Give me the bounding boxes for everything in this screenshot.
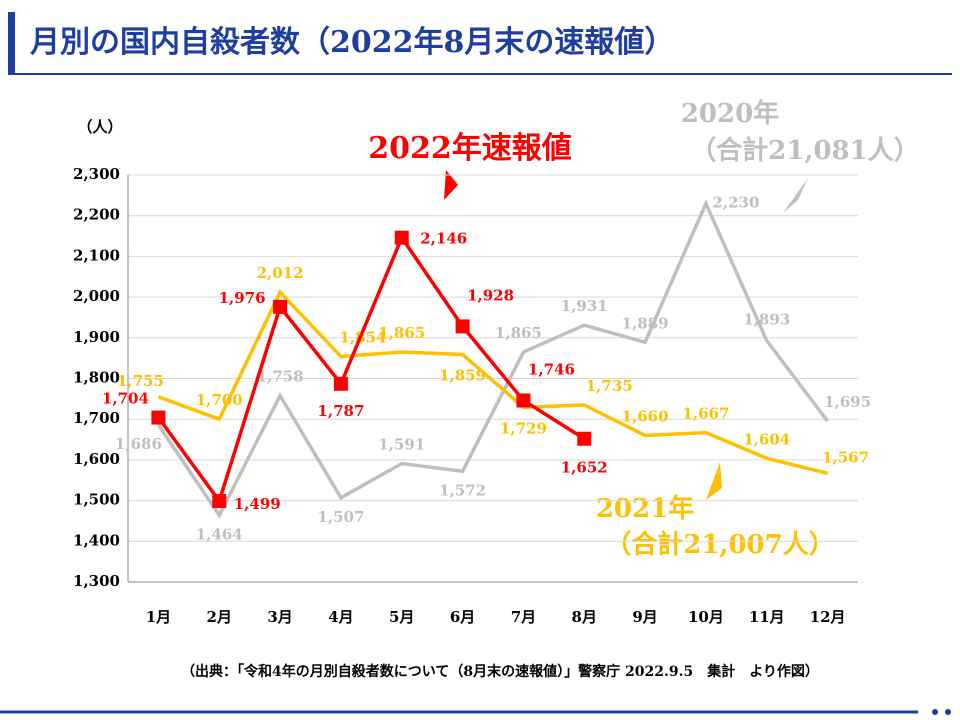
chart-title: 月別の国内自殺者数（2022年8月末の速報値） [30,25,674,60]
y-tick-label: 1,600 [73,450,120,468]
title-bar [8,12,15,74]
x-tick-label: 8月 [572,608,597,626]
value-label: 1,704 [102,390,149,408]
x-tick-label: 10月 [688,608,724,626]
value-label: 1,464 [196,525,243,543]
x-tick-label: 4月 [328,608,353,626]
value-label: 1,928 [467,286,514,304]
x-tick-label: 3月 [267,608,292,626]
y-tick-label: 1,700 [73,409,120,427]
series-total: （合計21,007人） [605,529,835,560]
series-label: 2020年 [681,98,779,129]
point-marker [394,230,409,245]
series-line [157,234,586,505]
point-marker [212,494,227,509]
y-tick-label: 1,800 [73,369,120,387]
value-label: 1,700 [196,391,243,409]
value-label: 1,572 [439,481,486,499]
x-tick-label: 5月 [389,608,414,626]
value-label: 1,729 [500,419,547,437]
point-marker [455,319,470,334]
value-label: 1,859 [439,366,486,384]
point-marker [333,376,348,391]
point-marker [516,393,531,408]
value-label: 1,746 [528,360,575,378]
x-tick-label: 11月 [749,608,785,626]
value-label: 1,865 [378,324,425,342]
value-label: 1,591 [378,436,425,454]
value-label: 1,931 [561,297,608,315]
y-tick-label: 1,300 [73,572,120,590]
series-line [156,199,829,519]
y-tick-label: 2,300 [73,165,120,183]
x-tick-label: 1月 [146,608,171,626]
source-note: （出典：「令和4年の月別自殺者数について（8月末の速報値）」警察庁 2022.9… [181,663,819,680]
point-marker [273,299,288,314]
value-label: 1,499 [234,495,281,513]
value-label: 2,230 [712,193,759,211]
value-label: 1,865 [495,324,542,342]
value-label: 2,146 [420,230,467,248]
value-label: 1,755 [117,372,164,390]
footer-dot [932,709,938,715]
value-label: 1,686 [115,435,162,453]
value-label: 1,893 [743,311,790,329]
footer-dot [945,709,951,715]
value-label: 1,758 [257,368,304,386]
y-tick-label: 1,500 [73,491,120,509]
value-label: 1,660 [622,407,669,425]
callout-arrow [706,462,722,500]
callout-arrow [783,178,808,213]
series-label: 2021年 [596,493,694,524]
value-label: 1,735 [586,377,633,395]
value-label: 1,567 [822,448,869,466]
y-tick-label: 2,000 [73,287,120,305]
series-line [157,289,829,476]
y-tick-label: 2,100 [73,246,120,264]
x-tick-label: 6月 [450,608,475,626]
series-total: （合計21,081人） [690,135,920,166]
value-label: 2,012 [257,264,304,282]
series-label: 2022年速報値 [368,131,572,166]
point-marker [151,410,166,425]
y-tick-label: 2,200 [73,206,120,224]
value-label: 1,604 [743,430,790,448]
point-marker [577,431,592,446]
x-tick-label: 12月 [810,608,846,626]
y-tick-label: 1,400 [73,531,120,549]
x-tick-label: 9月 [632,608,657,626]
value-label: 1,652 [561,459,608,477]
x-tick-label: 7月 [511,608,536,626]
y-tick-label: 1,900 [73,328,120,346]
y-unit: （人） [77,118,122,136]
value-label: 1,854 [339,329,386,347]
x-tick-label: 2月 [207,608,232,626]
value-label: 1,667 [682,405,729,423]
value-label: 1,507 [317,508,364,526]
value-label: 1,787 [317,402,364,420]
value-label: 1,695 [824,393,871,411]
callout-arrow [444,170,458,200]
value-label: 1,889 [622,314,669,332]
value-label: 1,976 [219,289,266,307]
